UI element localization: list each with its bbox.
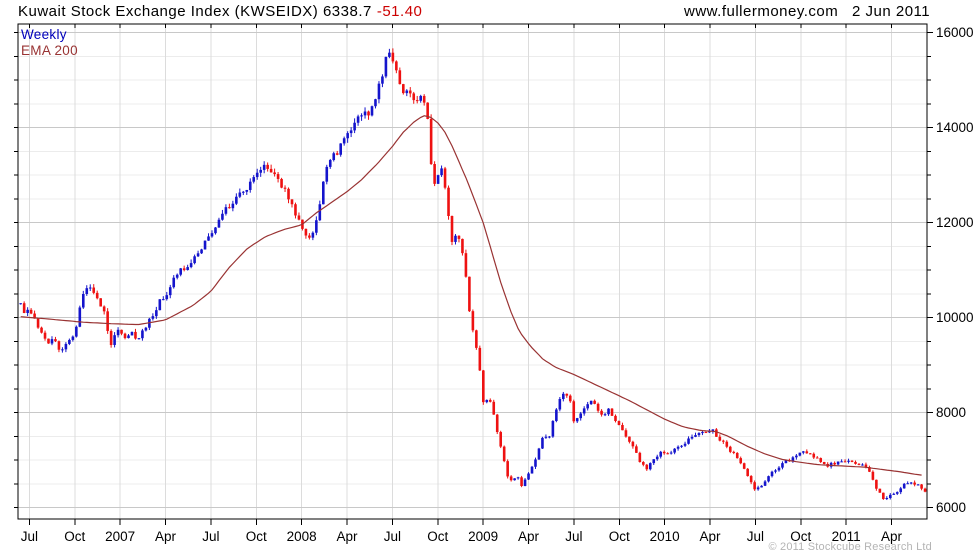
y-axis-labels: 6000 8000 10000 12000 14000 16000	[936, 25, 974, 515]
svg-text:Apr: Apr	[881, 529, 903, 544]
svg-text:2007: 2007	[105, 529, 135, 544]
svg-text:Oct: Oct	[64, 529, 85, 544]
h-gridlines-minor	[18, 55, 927, 485]
svg-text:16000: 16000	[936, 25, 974, 40]
ema-line	[20, 115, 922, 476]
svg-text:6000: 6000	[936, 500, 966, 515]
svg-text:Oct: Oct	[790, 529, 811, 544]
svg-text:14000: 14000	[936, 120, 974, 135]
svg-text:Jul: Jul	[202, 529, 219, 544]
axis-ticks	[14, 24, 933, 525]
svg-text:2009: 2009	[468, 529, 498, 544]
svg-text:2011: 2011	[832, 529, 861, 544]
plot-border	[17, 23, 928, 520]
legend-ema-label: EMA 200	[21, 43, 78, 58]
v-gridlines	[28, 24, 893, 519]
svg-text:8000: 8000	[936, 405, 966, 420]
website-text: www.fullermoney.com	[684, 3, 839, 20]
svg-text:2008: 2008	[287, 529, 317, 544]
page-title: Kuwait Stock Exchange Index (KWSEIDX) 63…	[18, 3, 372, 20]
svg-text:Jul: Jul	[384, 529, 401, 544]
svg-text:Oct: Oct	[246, 529, 267, 544]
svg-text:10000: 10000	[936, 310, 974, 325]
copyright-notice: © 2011 Stockcube Research Ltd	[768, 541, 932, 553]
legend-weekly-label: Weekly	[21, 27, 67, 42]
svg-text:Jul: Jul	[21, 529, 38, 544]
price-change: -51.40	[376, 3, 423, 20]
chart-date: 2 Jun 2011	[852, 3, 931, 20]
svg-text:Apr: Apr	[155, 529, 177, 544]
svg-text:2010: 2010	[650, 529, 680, 544]
svg-text:Apr: Apr	[518, 529, 540, 544]
svg-text:Apr: Apr	[337, 529, 359, 544]
svg-text:Jul: Jul	[747, 529, 764, 544]
svg-text:12000: 12000	[936, 215, 974, 230]
x-axis-labels: Jul Oct 2007 Apr Jul Oct 2008 Apr Jul Oct 2009 Apr J…	[21, 529, 903, 544]
svg-text:Oct: Oct	[609, 529, 630, 544]
candles-group	[19, 48, 927, 501]
svg-text:Oct: Oct	[427, 529, 448, 544]
svg-text:Apr: Apr	[700, 529, 722, 544]
chart-header: Kuwait Stock Exchange Index (KWSEIDX) 63…	[0, 3, 980, 21]
svg-text:Jul: Jul	[565, 529, 582, 544]
